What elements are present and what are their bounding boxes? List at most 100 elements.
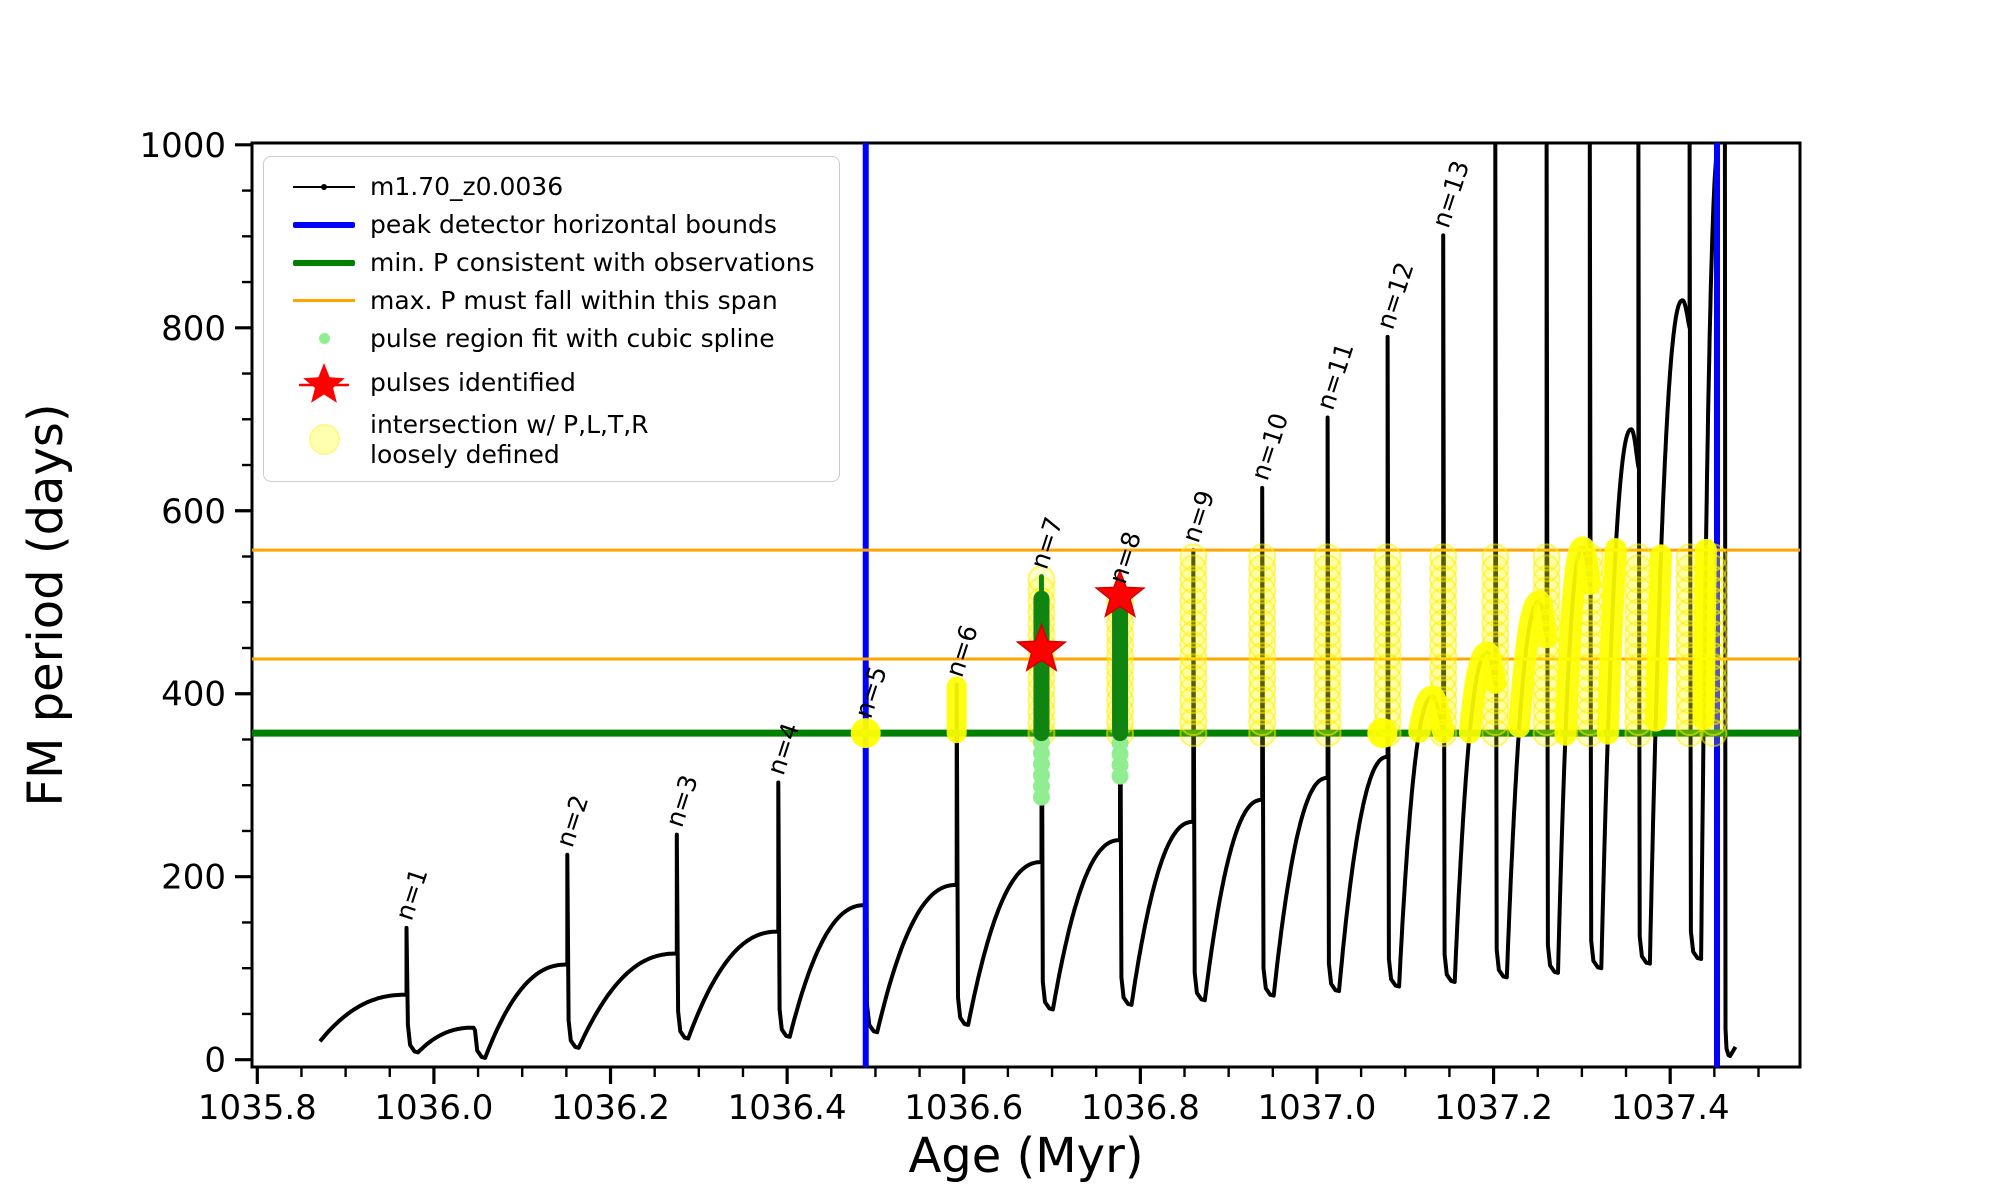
y-tick-label: 1000 — [139, 126, 226, 166]
intersection-marker — [1481, 576, 1510, 605]
legend-item: intersection w/ P,L,T,R loosely defined — [278, 410, 815, 469]
intersection-marker — [1179, 543, 1208, 572]
intersection-marker — [1248, 543, 1277, 572]
intersection-marker — [1179, 620, 1208, 649]
intersection-marker — [1179, 642, 1208, 671]
intersection-marker — [1429, 565, 1458, 594]
intersection-marker — [1248, 620, 1277, 649]
span-line-icon — [278, 299, 370, 302]
intersection-arc — [1508, 590, 1558, 738]
intersection-dot-icon — [278, 426, 370, 453]
intersection-marker — [1373, 686, 1402, 715]
x-tick-label: 1036.4 — [728, 1088, 847, 1128]
intersection-marker — [1373, 598, 1402, 627]
pulse-label: n=5 — [849, 663, 893, 722]
legend-label: intersection w/ P,L,T,R loosely defined — [370, 410, 649, 469]
intersection-marker — [1179, 587, 1208, 616]
intersection-marker — [1429, 620, 1458, 649]
intersection-marker — [1429, 642, 1458, 671]
x-tick-label: 1036.8 — [1081, 1088, 1200, 1128]
intersection-marker — [1179, 719, 1208, 748]
intersection-marker — [1179, 653, 1208, 682]
legend-label: m1.70_z0.0036 — [370, 171, 564, 201]
intersection-arc — [1596, 538, 1627, 745]
x-tick-label: 1036.0 — [374, 1088, 493, 1128]
axes-layer: 1035.8 1036.0 1036.2 1036.4 1036.6 1036.8 1037… — [139, 126, 1802, 1128]
star-glyph — [303, 363, 345, 403]
pulse-label: n=12 — [1371, 259, 1420, 333]
legend-item: pulses identified — [278, 359, 815, 407]
intersection-marker — [1429, 653, 1458, 682]
intersection-marker — [1373, 631, 1402, 660]
intersection-marker — [1313, 598, 1342, 627]
x-tick-label: 1036.2 — [551, 1088, 670, 1128]
series-curve — [318, 143, 1738, 1060]
intersection-marker — [1248, 686, 1277, 715]
intersection-marker — [1313, 543, 1342, 572]
intersection-marker — [1373, 565, 1402, 594]
legend-item: m1.70_z0.0036 — [278, 169, 815, 204]
intersection-marker — [1248, 631, 1277, 660]
intersection-marker — [1179, 675, 1208, 704]
intersection-marker — [1429, 543, 1458, 572]
intersection-marker — [1429, 576, 1458, 605]
thick-line-glyph — [293, 221, 355, 228]
intersection-marker — [1179, 609, 1208, 638]
intersection-marker — [1179, 686, 1208, 715]
intersection-marker — [1429, 609, 1458, 638]
y-tick-label: 800 — [161, 309, 226, 349]
intersection-marker — [1624, 543, 1653, 572]
intersection-marker — [1373, 609, 1402, 638]
pulse-label: n=8 — [1103, 528, 1147, 587]
legend-label: pulse region fit with cubic spline — [370, 323, 775, 353]
intersection-marker — [1248, 576, 1277, 605]
big-dot-glyph — [310, 426, 338, 453]
intersection-marker — [1248, 697, 1277, 726]
intersection-marker — [1313, 642, 1342, 671]
intersection-marker — [1481, 565, 1510, 594]
intersection-marker — [1179, 554, 1208, 583]
intersection-marker — [1481, 609, 1510, 638]
x-tick-label: 1036.6 — [904, 1088, 1023, 1128]
intersection-marker — [1179, 664, 1208, 693]
intersection-marker — [1248, 719, 1277, 748]
x-axis-label: Age (Myr) — [908, 1128, 1143, 1184]
intersection-marker — [1624, 719, 1653, 748]
pulse-label: n=11 — [1311, 339, 1360, 413]
intersection-marker — [1313, 675, 1342, 704]
y-axis-label: FM period (days) — [18, 403, 74, 806]
intersection-marker — [1248, 708, 1277, 737]
intersection-marker — [1313, 587, 1342, 616]
intersection-marker — [1313, 653, 1342, 682]
intersection-arc — [1554, 536, 1601, 746]
spline-dot-icon — [278, 333, 370, 344]
intersection-marker — [1532, 543, 1561, 572]
pulse-label: n=10 — [1245, 410, 1294, 484]
intersection-marker — [1313, 576, 1342, 605]
plot-spines — [250, 141, 1802, 1069]
bound-line-icon — [278, 221, 370, 228]
intersection-marker — [1481, 587, 1510, 616]
pulse-label: n=1 — [390, 865, 434, 924]
intersection-marker — [1373, 554, 1402, 583]
legend-item: pulse region fit with cubic spline — [278, 321, 815, 356]
intersection-marker — [1313, 708, 1342, 737]
x-tick-label: 1037.0 — [1257, 1088, 1376, 1128]
intersection-marker — [1373, 543, 1402, 572]
intersection-marker — [1373, 620, 1402, 649]
intersection-marker — [1248, 675, 1277, 704]
pulse-label: n=13 — [1426, 157, 1475, 231]
intersection-marker — [1248, 653, 1277, 682]
intersection-marker — [1179, 631, 1208, 660]
legend-label: peak detector horizontal bounds — [370, 209, 777, 239]
intersection-marker — [1429, 598, 1458, 627]
intersection-marker — [1481, 708, 1510, 737]
intersection-arc — [1692, 538, 1717, 730]
y-tick-label: 400 — [161, 675, 226, 715]
intersection-marker — [1429, 631, 1458, 660]
intersection-marker — [1313, 565, 1342, 594]
intersection-marker — [1373, 576, 1402, 605]
intersection-marker — [1313, 686, 1342, 715]
